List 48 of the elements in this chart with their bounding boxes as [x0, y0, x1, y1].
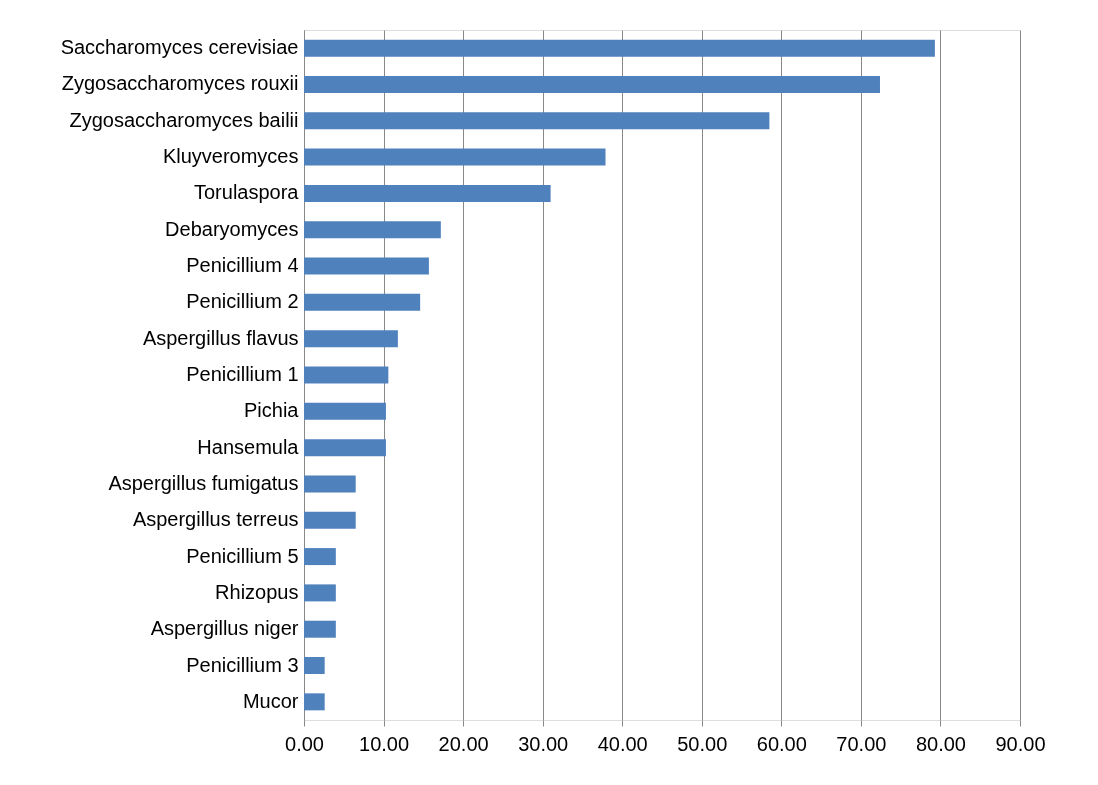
bar [304, 75, 880, 93]
bar [304, 184, 551, 202]
x-tick-label: 90.00 [995, 732, 1046, 755]
bar [304, 330, 398, 348]
x-tick-label: 10.00 [359, 732, 410, 755]
x-tick-label: 80.00 [915, 732, 966, 755]
y-tick-label: Zygosaccharomyces bailii [69, 108, 299, 131]
bar [304, 475, 356, 493]
bar [304, 657, 325, 675]
x-tick-label: 50.00 [677, 732, 728, 755]
y-tick-label: Kluyveromyces [162, 145, 299, 168]
x-tick-label: 0.00 [285, 732, 324, 755]
bar [304, 402, 386, 420]
bar [304, 293, 421, 311]
y-tick-label: Penicillium 4 [186, 254, 299, 277]
y-tick-label: Aspergillus fumigatus [108, 471, 299, 494]
y-tick-label: Saccharomyces cerevisiae [60, 36, 299, 59]
y-tick-label: Zygosaccharomyces rouxii [61, 72, 299, 95]
y-tick-label: Mucor [242, 689, 299, 712]
bar [304, 112, 770, 130]
x-tick-label: 60.00 [756, 732, 807, 755]
bar [304, 366, 389, 384]
bar [304, 439, 386, 457]
bar [304, 148, 606, 166]
bar [304, 39, 935, 57]
y-tick-label: Hansemula [197, 435, 300, 458]
y-tick-label: Aspergillus terreus [132, 508, 299, 531]
bar [304, 548, 336, 566]
bar [304, 511, 356, 529]
y-tick-label: Pichia [244, 399, 300, 422]
x-tick-label: 20.00 [438, 732, 489, 755]
x-tick-label: 40.00 [597, 732, 648, 755]
y-tick-label: Penicillium 1 [186, 363, 299, 385]
y-tick-label: Aspergillus niger [150, 617, 299, 640]
y-tick-label: Rhizopus [215, 580, 299, 603]
x-tick-label: 30.00 [518, 732, 569, 755]
y-tick-label: Debaryomyces [165, 217, 299, 240]
bar [304, 620, 336, 638]
x-tick-label: 70.00 [836, 732, 887, 755]
bar [304, 693, 325, 711]
y-tick-label: Penicillium 5 [186, 544, 299, 567]
bar [304, 584, 336, 602]
y-tick-label: Aspergillus flavus [142, 326, 299, 349]
bar [304, 257, 429, 275]
y-tick-label: Penicillium 2 [186, 290, 299, 313]
y-tick-label: Penicillium 3 [186, 653, 299, 676]
bar [304, 221, 441, 239]
y-tick-label: Torulaspora [193, 181, 300, 204]
